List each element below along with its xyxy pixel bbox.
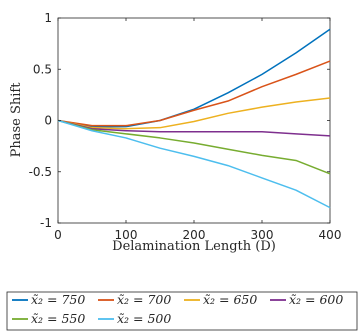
series-line-2 [57,60,331,127]
y-tick-label: -1 [40,216,52,230]
x-tick-label: 200 [183,228,206,242]
legend-label-5: x̃₂ = 550 [31,311,85,326]
y-tick-label: 1 [44,11,52,25]
series-line-6 [57,119,331,209]
x-tick-label: 400 [319,228,342,242]
legend-box [6,291,358,331]
y-axis-title: Phase Shift [9,82,24,158]
series-line-3 [57,97,331,130]
y-tick-label: 0 [44,114,52,128]
y-tick-label: 0.5 [33,62,52,76]
legend-label-2: x̃₂ = 700 [117,292,171,307]
legend-label-4: x̃₂ = 600 [289,292,343,307]
series-line-5 [57,119,331,175]
series-line-4 [57,119,331,137]
x-tick-label: 100 [115,228,138,242]
x-tick-label: 300 [251,228,274,242]
plot-frame [57,17,331,224]
ticks-layer: 0 100 200 300 400 -1 -0.5 0 0.5 1 [29,11,342,242]
legend: x̃₂ = 750 x̃₂ = 700 x̃₂ = 650 x̃₂ = 600 x̃₂ … [6,291,358,331]
legend-label-3: x̃₂ = 650 [203,292,257,307]
plot-area: 0 100 200 300 400 -1 -0.5 0 0.5 1 [29,11,342,242]
series-line-1 [57,28,331,128]
series-layer [57,28,331,209]
legend-label-1: x̃₂ = 750 [31,292,85,307]
x-axis-title: Delamination Length (D) [112,239,276,254]
legend-label-6: x̃₂ = 500 [117,311,171,326]
y-tick-label: -0.5 [29,165,52,179]
x-tick-label: 0 [54,228,62,242]
